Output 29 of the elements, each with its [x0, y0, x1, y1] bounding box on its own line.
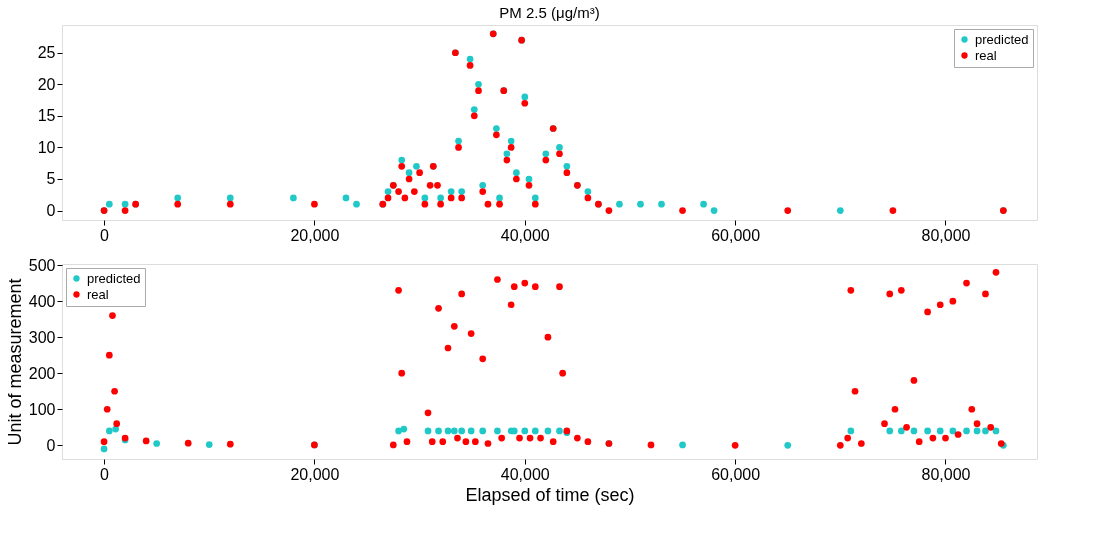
legend-label: predicted [975, 31, 1029, 47]
x-tick-label: 20,000 [290, 465, 340, 483]
y-tick-label: 200 [28, 364, 56, 382]
y-tick-label: 15 [37, 107, 56, 125]
x-tick-label: 0 [100, 226, 110, 244]
y-axis-title: Unit of measurement [4, 278, 25, 446]
x-tick-label: 80,000 [921, 465, 971, 483]
y-tick-label: 10 [37, 138, 56, 156]
x-tick-label: 40,000 [500, 226, 550, 244]
y-tick-label: 0 [46, 202, 56, 220]
legend-label: predicted [87, 270, 141, 286]
y-tick-label: 5 [46, 170, 56, 188]
x-tick-label: 60,000 [711, 226, 761, 244]
x-tick-label: 60,000 [711, 465, 761, 483]
x-tick-label: 40,000 [500, 465, 550, 483]
y-tick-label: 500 [28, 256, 56, 274]
legend-label: real [975, 47, 997, 63]
y-tick-label: 300 [28, 328, 56, 346]
x-tick-label: 80,000 [921, 226, 971, 244]
x-tick-label: 20,000 [290, 226, 340, 244]
y-tick-label: 400 [28, 292, 56, 310]
x-axis-title: Elapsed of time (sec) [465, 484, 635, 505]
y-tick-label: 25 [37, 44, 56, 62]
x-tick-label: 0 [100, 465, 110, 483]
y-tick-label: 100 [28, 400, 56, 418]
chart-title: PM 2.5 (μg/m³) [499, 4, 600, 21]
y-tick-label: 0 [46, 436, 56, 454]
legend-label: real [87, 286, 109, 302]
y-tick-label: 20 [37, 75, 56, 93]
